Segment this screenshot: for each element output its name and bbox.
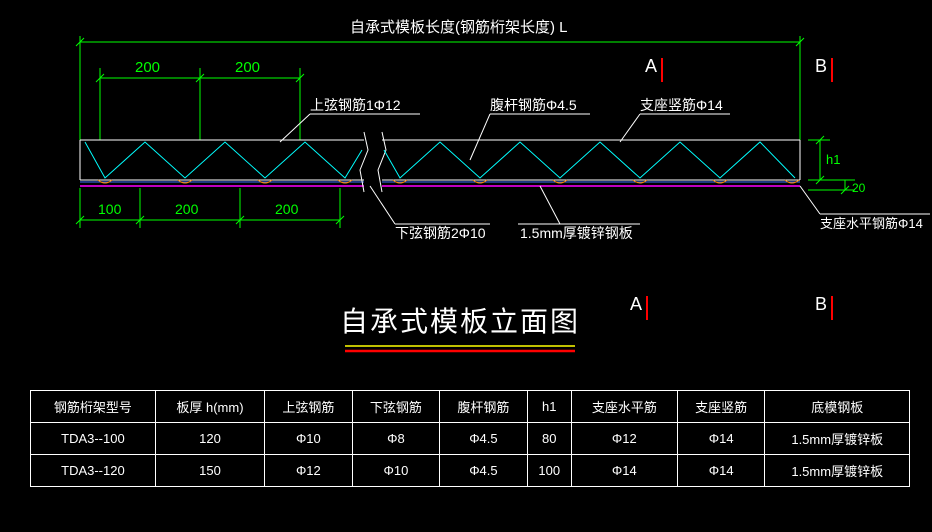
svg-text:A: A: [645, 56, 657, 76]
header-dimension: 自承式模板长度(钢筋桁架长度) L: [76, 18, 804, 140]
svg-text:200: 200: [135, 59, 160, 76]
svg-text:200: 200: [275, 201, 299, 217]
th: h1: [527, 391, 571, 423]
table-row: TDA3--120150 Φ12Φ10 Φ4.5100 Φ14Φ14 1.5mm…: [31, 455, 910, 487]
svg-text:h1: h1: [826, 152, 840, 167]
svg-text:B: B: [815, 294, 827, 314]
th: 板厚 h(mm): [155, 391, 264, 423]
table-row: TDA3--100120 Φ10Φ8 Φ4.580 Φ12Φ14 1.5mm厚镀…: [31, 423, 910, 455]
svg-text:腹杆钢筋Φ4.5: 腹杆钢筋Φ4.5: [490, 97, 577, 113]
top-dims: 200 200: [96, 59, 304, 140]
svg-text:200: 200: [235, 59, 260, 76]
svg-text:100: 100: [98, 201, 122, 217]
svg-text:1.5mm厚镀锌钢板: 1.5mm厚镀锌钢板: [520, 225, 633, 241]
th: 钢筋桁架型号: [31, 391, 156, 423]
callouts-top: 上弦钢筋1Φ12 腹杆钢筋Φ4.5 支座竖筋Φ14: [280, 97, 730, 160]
bottom-dims: 100 200 200: [76, 188, 344, 228]
callouts-bottom: 下弦钢筋2Φ10 1.5mm厚镀锌钢板: [370, 186, 640, 241]
table-header-row: 钢筋桁架型号 板厚 h(mm) 上弦钢筋 下弦钢筋 腹杆钢筋 h1 支座水平筋 …: [31, 391, 910, 423]
section-marks-top: A B: [645, 56, 832, 82]
svg-text:上弦钢筋1Φ12: 上弦钢筋1Φ12: [310, 97, 401, 113]
svg-text:B: B: [815, 56, 827, 76]
th: 支座水平筋: [571, 391, 677, 423]
drawing-title: 自承式模板立面图: [340, 300, 580, 359]
section-marks-bottom: A B: [630, 294, 832, 320]
svg-text:200: 200: [175, 201, 199, 217]
spec-table: 钢筋桁架型号 板厚 h(mm) 上弦钢筋 下弦钢筋 腹杆钢筋 h1 支座水平筋 …: [30, 390, 910, 487]
svg-text:20: 20: [852, 181, 866, 195]
truss: [80, 132, 800, 192]
th: 底模钢板: [765, 391, 910, 423]
svg-text:下弦钢筋2Φ10: 下弦钢筋2Φ10: [395, 225, 486, 241]
header-label: 自承式模板长度(钢筋桁架长度) L: [350, 18, 568, 36]
th: 腹杆钢筋: [440, 391, 528, 423]
svg-text:A: A: [630, 294, 642, 314]
th: 下弦钢筋: [352, 391, 440, 423]
right-dims: h1 20: [808, 136, 866, 195]
svg-text:支座竖筋Φ14: 支座竖筋Φ14: [640, 97, 723, 113]
th: 支座竖筋: [677, 391, 765, 423]
th: 上弦钢筋: [265, 391, 353, 423]
svg-text:支座水平钢筋Φ14: 支座水平钢筋Φ14: [820, 216, 923, 231]
